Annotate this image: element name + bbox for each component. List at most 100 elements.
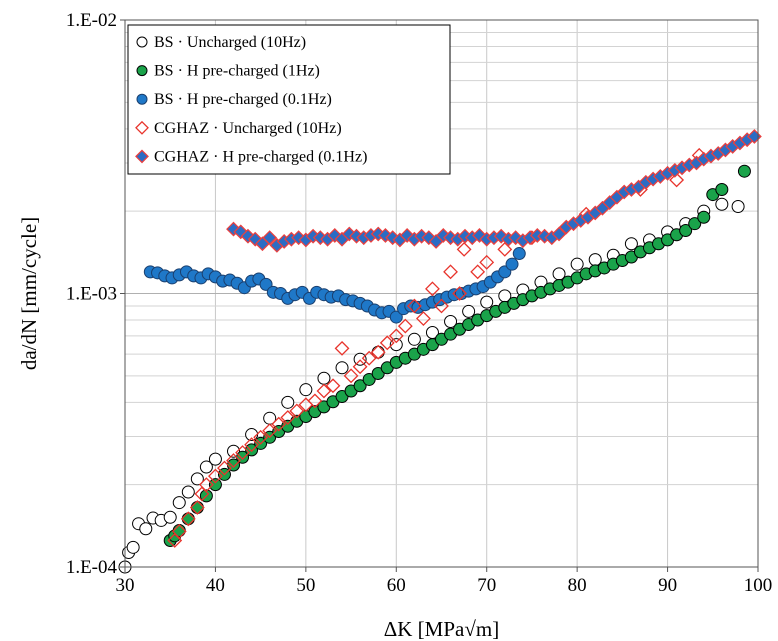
data-point bbox=[688, 217, 702, 231]
data-point bbox=[493, 228, 509, 244]
data-point bbox=[189, 500, 205, 515]
data-point bbox=[208, 468, 223, 484]
data-point bbox=[199, 460, 213, 474]
data-point bbox=[452, 286, 468, 301]
data-point bbox=[244, 437, 260, 453]
data-point bbox=[624, 237, 638, 251]
data-point bbox=[353, 352, 367, 366]
y-tick-label: 1.E-02 bbox=[66, 10, 117, 31]
data-point bbox=[181, 512, 195, 526]
data-point bbox=[731, 200, 745, 214]
data-point bbox=[240, 228, 256, 244]
legend-label: BS · Uncharged (10Hz) bbox=[154, 34, 306, 51]
data-point bbox=[325, 378, 341, 394]
data-point bbox=[456, 241, 472, 257]
x-tick-label: 80 bbox=[568, 575, 587, 596]
y-tick-label: 1.E-03 bbox=[66, 284, 117, 305]
data-point bbox=[307, 393, 323, 409]
legend-marker bbox=[136, 65, 148, 77]
legend-marker bbox=[136, 36, 148, 48]
data-point bbox=[479, 254, 495, 270]
data-point bbox=[353, 379, 367, 393]
data-point bbox=[227, 444, 241, 458]
data-point bbox=[434, 298, 449, 314]
data-point bbox=[327, 228, 343, 243]
x-axis-title: ΔK [MPa√m] bbox=[384, 617, 499, 641]
data-point bbox=[280, 410, 296, 425]
data-point bbox=[271, 416, 287, 432]
data-point bbox=[180, 511, 196, 527]
data-point bbox=[190, 472, 204, 486]
data-point bbox=[253, 429, 269, 445]
data-point bbox=[388, 328, 404, 344]
data-point bbox=[715, 183, 729, 197]
legend-label: BS · H pre-charged (0.1Hz) bbox=[154, 91, 332, 108]
data-point bbox=[317, 371, 331, 385]
data-point bbox=[737, 164, 751, 178]
data-point bbox=[370, 344, 386, 360]
data-point bbox=[505, 257, 519, 271]
data-point bbox=[259, 277, 273, 291]
x-tick-label: 90 bbox=[658, 575, 677, 596]
data-point bbox=[172, 496, 186, 510]
data-point bbox=[262, 230, 278, 246]
data-point bbox=[190, 501, 204, 515]
data-point bbox=[362, 372, 376, 386]
data-point bbox=[226, 453, 241, 468]
data-point bbox=[697, 210, 711, 224]
legend-box bbox=[127, 24, 451, 175]
data-point bbox=[551, 226, 567, 242]
data-point bbox=[343, 368, 359, 384]
legend-marker bbox=[135, 149, 149, 164]
legend-label: BS · H pre-charged (1Hz) bbox=[154, 63, 320, 80]
data-point bbox=[235, 445, 250, 461]
data-point bbox=[299, 383, 313, 397]
data-point bbox=[406, 298, 422, 314]
data-point bbox=[462, 304, 476, 318]
data-point bbox=[669, 172, 685, 188]
legend-label: CGHAZ · H pre-charged (0.1Hz) bbox=[154, 148, 367, 165]
series-2 bbox=[163, 164, 751, 547]
data-point bbox=[198, 477, 214, 493]
y-axis-title: da/dN [mm/cycle] bbox=[17, 217, 41, 370]
data-point bbox=[208, 452, 222, 466]
x-tick-label: 50 bbox=[296, 575, 315, 596]
data-point bbox=[397, 318, 413, 334]
legend-marker bbox=[135, 120, 149, 135]
data-point bbox=[512, 247, 526, 261]
x-tick-label: 70 bbox=[477, 575, 496, 596]
legend-label: CGHAZ · Uncharged (10Hz) bbox=[154, 120, 342, 137]
x-tick-label: 100 bbox=[744, 575, 773, 596]
data-point bbox=[679, 223, 693, 237]
data-point bbox=[470, 264, 486, 280]
data-point bbox=[262, 423, 278, 439]
data-point bbox=[334, 340, 350, 356]
series-1 bbox=[118, 197, 745, 574]
axis-ticks: 30 40 50 60 70 80 90 100 1.E-04 1.E-03 1.E-02 bbox=[66, 10, 772, 596]
data-point bbox=[352, 359, 368, 375]
data-point bbox=[425, 281, 440, 297]
legend: BS · Uncharged (10Hz) BS · H pre-charged … bbox=[127, 24, 451, 175]
x-tick-label: 30 bbox=[116, 575, 135, 596]
data-point bbox=[335, 361, 349, 375]
data-point bbox=[289, 403, 305, 419]
data-point bbox=[208, 478, 222, 492]
data-point bbox=[139, 522, 153, 536]
data-point bbox=[181, 485, 195, 499]
data-point bbox=[415, 311, 431, 326]
x-tick-label: 60 bbox=[387, 575, 406, 596]
data-point bbox=[444, 314, 458, 328]
data-point bbox=[407, 332, 421, 346]
data-point bbox=[361, 350, 377, 366]
data-point bbox=[217, 460, 232, 476]
data-series bbox=[118, 129, 762, 574]
data-point bbox=[399, 228, 415, 243]
data-point bbox=[281, 395, 295, 409]
data-point bbox=[316, 383, 332, 399]
data-point bbox=[163, 510, 177, 524]
y-tick-label: 1.E-04 bbox=[66, 557, 118, 578]
x-tick-label: 40 bbox=[206, 575, 225, 596]
series-3 bbox=[143, 247, 526, 324]
data-point bbox=[497, 241, 513, 257]
